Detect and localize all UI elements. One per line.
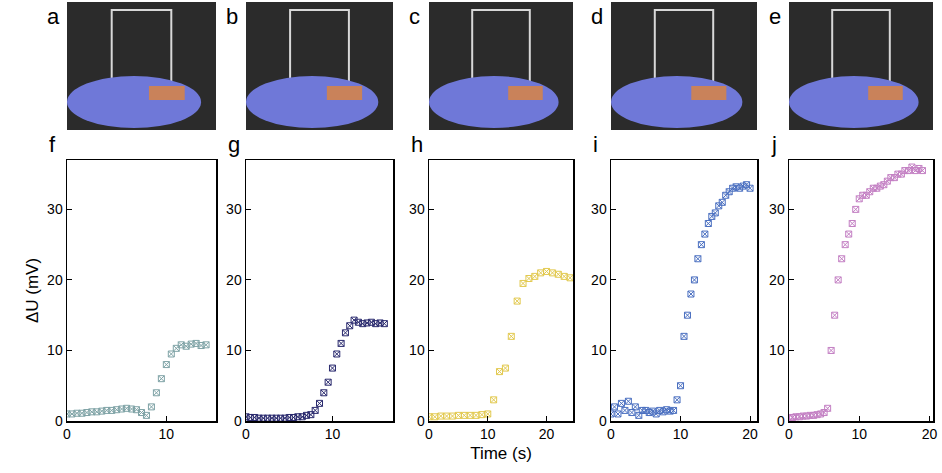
svg-text:ΔU (mV): ΔU (mV) xyxy=(23,258,42,323)
svg-text:g: g xyxy=(228,132,240,157)
svg-text:20: 20 xyxy=(226,272,242,288)
svg-text:10: 10 xyxy=(769,342,785,358)
svg-text:0: 0 xyxy=(55,413,63,429)
svg-text:20: 20 xyxy=(539,426,555,442)
svg-text:30: 30 xyxy=(769,201,785,217)
html-text:c: c xyxy=(409,4,420,29)
svg-text:30: 30 xyxy=(591,201,607,217)
svg-text:0: 0 xyxy=(425,426,433,442)
svg-text:0: 0 xyxy=(242,426,250,442)
svg-text:10: 10 xyxy=(851,426,867,442)
html-text:e: e xyxy=(769,4,782,29)
svg-text:20: 20 xyxy=(769,272,785,288)
svg-text:0: 0 xyxy=(234,413,242,429)
html-text:d: d xyxy=(591,4,604,29)
svg-text:20: 20 xyxy=(922,426,938,442)
svg-text:10: 10 xyxy=(325,426,341,442)
svg-text:20: 20 xyxy=(47,272,63,288)
html-text:b: b xyxy=(226,4,239,29)
svg-text:10: 10 xyxy=(673,426,689,442)
svg-text:0: 0 xyxy=(607,426,615,442)
svg-text:h: h xyxy=(411,132,423,157)
svg-text:Time (s): Time (s) xyxy=(470,444,532,463)
svg-text:30: 30 xyxy=(226,201,242,217)
svg-text:10: 10 xyxy=(47,342,63,358)
svg-text:30: 30 xyxy=(47,201,63,217)
svg-text:0: 0 xyxy=(63,426,71,442)
svg-text:10: 10 xyxy=(480,426,496,442)
svg-text:30: 30 xyxy=(409,201,425,217)
svg-text:0: 0 xyxy=(417,413,425,429)
svg-text:20: 20 xyxy=(409,272,425,288)
svg-text:20: 20 xyxy=(591,272,607,288)
svg-text:10: 10 xyxy=(226,342,242,358)
svg-text:10: 10 xyxy=(409,342,425,358)
svg-text:20: 20 xyxy=(742,426,758,442)
svg-text:i: i xyxy=(593,132,598,157)
svg-text:f: f xyxy=(49,132,56,157)
svg-text:0: 0 xyxy=(777,413,785,429)
svg-text:0: 0 xyxy=(599,413,607,429)
svg-text:0: 0 xyxy=(785,426,793,442)
svg-text:j: j xyxy=(771,132,777,157)
svg-text:10: 10 xyxy=(159,426,175,442)
svg-text:10: 10 xyxy=(591,342,607,358)
html-text:a: a xyxy=(47,4,60,29)
